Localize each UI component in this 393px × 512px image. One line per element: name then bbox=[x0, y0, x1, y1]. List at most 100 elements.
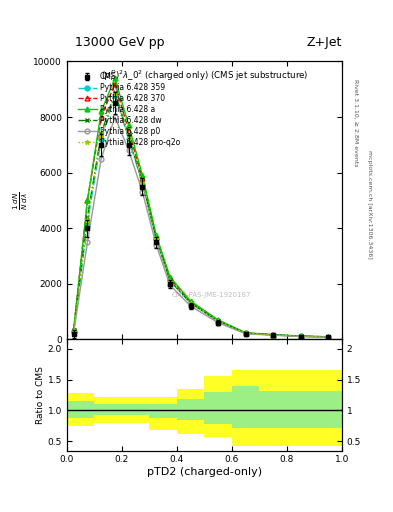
Pythia 6.428 a bbox=[154, 232, 159, 238]
Pythia 6.428 pro-q2o bbox=[271, 332, 275, 338]
Line: Pythia 6.428 dw: Pythia 6.428 dw bbox=[71, 90, 331, 339]
Pythia 6.428 359 bbox=[99, 136, 104, 142]
Pythia 6.428 pro-q2o bbox=[326, 334, 331, 340]
Pythia 6.428 p0 bbox=[298, 333, 303, 339]
Pythia 6.428 pro-q2o bbox=[154, 236, 159, 242]
Pythia 6.428 370 bbox=[243, 330, 248, 336]
Pythia 6.428 p0 bbox=[168, 282, 173, 288]
Pythia 6.428 p0 bbox=[243, 331, 248, 337]
Pythia 6.428 p0 bbox=[72, 329, 76, 335]
Pythia 6.428 dw bbox=[188, 300, 193, 306]
Pythia 6.428 p0 bbox=[326, 334, 331, 340]
Pythia 6.428 370 bbox=[140, 175, 145, 181]
Pythia 6.428 359 bbox=[271, 332, 275, 338]
Pythia 6.428 pro-q2o bbox=[168, 278, 173, 284]
Pythia 6.428 a bbox=[127, 122, 131, 129]
Pythia 6.428 p0 bbox=[271, 332, 275, 338]
Pythia 6.428 370 bbox=[85, 197, 90, 203]
Text: Z+Jet: Z+Jet bbox=[307, 36, 342, 49]
Pythia 6.428 dw bbox=[326, 334, 331, 340]
Pythia 6.428 370 bbox=[72, 327, 76, 333]
Pythia 6.428 dw bbox=[271, 332, 275, 338]
Pythia 6.428 a bbox=[216, 317, 220, 323]
Pythia 6.428 dw bbox=[127, 134, 131, 140]
Pythia 6.428 p0 bbox=[154, 242, 159, 248]
Pythia 6.428 359 bbox=[85, 220, 90, 226]
Pythia 6.428 dw bbox=[140, 179, 145, 185]
Text: Rivet 3.1.10, ≥ 2.8M events: Rivet 3.1.10, ≥ 2.8M events bbox=[353, 79, 358, 166]
Pythia 6.428 a bbox=[243, 330, 248, 336]
X-axis label: pTD2 (charged-only): pTD2 (charged-only) bbox=[147, 467, 262, 477]
Pythia 6.428 370 bbox=[271, 332, 275, 338]
Pythia 6.428 p0 bbox=[127, 147, 131, 154]
Pythia 6.428 dw bbox=[216, 318, 220, 324]
Pythia 6.428 dw bbox=[99, 131, 104, 137]
Pythia 6.428 370 bbox=[154, 233, 159, 240]
Pythia 6.428 a bbox=[99, 109, 104, 115]
Pythia 6.428 359 bbox=[298, 333, 303, 339]
Pythia 6.428 359 bbox=[113, 92, 118, 98]
Pythia 6.428 370 bbox=[127, 128, 131, 134]
Pythia 6.428 359 bbox=[188, 300, 193, 306]
Pythia 6.428 pro-q2o bbox=[216, 318, 220, 324]
Text: mcplots.cern.ch [arXiv:1306.3436]: mcplots.cern.ch [arXiv:1306.3436] bbox=[367, 151, 372, 259]
Pythia 6.428 a bbox=[85, 197, 90, 203]
Line: Pythia 6.428 p0: Pythia 6.428 p0 bbox=[71, 115, 331, 339]
Pythia 6.428 359 bbox=[154, 236, 159, 242]
Pythia 6.428 a bbox=[168, 274, 173, 280]
Pythia 6.428 359 bbox=[168, 278, 173, 284]
Pythia 6.428 pro-q2o bbox=[298, 333, 303, 339]
Pythia 6.428 pro-q2o bbox=[99, 134, 104, 140]
Line: Pythia 6.428 359: Pythia 6.428 359 bbox=[71, 92, 331, 339]
Pythia 6.428 pro-q2o bbox=[243, 330, 248, 336]
Pythia 6.428 dw bbox=[85, 214, 90, 220]
Pythia 6.428 370 bbox=[326, 334, 331, 340]
Pythia 6.428 pro-q2o bbox=[127, 135, 131, 141]
Pythia 6.428 p0 bbox=[85, 239, 90, 245]
Pythia 6.428 pro-q2o bbox=[188, 300, 193, 306]
Pythia 6.428 p0 bbox=[99, 156, 104, 162]
Pythia 6.428 dw bbox=[298, 333, 303, 339]
Pythia 6.428 359 bbox=[72, 328, 76, 334]
Pythia 6.428 a bbox=[140, 173, 145, 179]
Pythia 6.428 dw bbox=[154, 236, 159, 242]
Line: Pythia 6.428 pro-q2o: Pythia 6.428 pro-q2o bbox=[71, 91, 331, 339]
Text: 13000 GeV pp: 13000 GeV pp bbox=[75, 36, 164, 49]
Pythia 6.428 p0 bbox=[140, 189, 145, 195]
Y-axis label: Ratio to CMS: Ratio to CMS bbox=[36, 366, 45, 424]
Pythia 6.428 370 bbox=[113, 80, 118, 87]
Pythia 6.428 p0 bbox=[216, 319, 220, 326]
Line: Pythia 6.428 370: Pythia 6.428 370 bbox=[71, 81, 331, 339]
Pythia 6.428 370 bbox=[216, 317, 220, 324]
Pythia 6.428 pro-q2o bbox=[85, 217, 90, 223]
Pythia 6.428 359 bbox=[243, 330, 248, 336]
Pythia 6.428 p0 bbox=[188, 303, 193, 309]
Pythia 6.428 370 bbox=[188, 299, 193, 305]
Pythia 6.428 359 bbox=[127, 136, 131, 142]
Pythia 6.428 359 bbox=[216, 318, 220, 325]
Text: CMS-PAS-JME-1920187: CMS-PAS-JME-1920187 bbox=[171, 292, 251, 297]
Line: Pythia 6.428 a: Pythia 6.428 a bbox=[71, 76, 331, 339]
Pythia 6.428 370 bbox=[298, 333, 303, 339]
Pythia 6.428 a bbox=[188, 298, 193, 304]
Text: $(p_T^D)^2\lambda\_0^2$ (charged only) (CMS jet substructure): $(p_T^D)^2\lambda\_0^2$ (charged only) (… bbox=[101, 69, 308, 83]
Legend: CMS, Pythia 6.428 359, Pythia 6.428 370, Pythia 6.428 a, Pythia 6.428 dw, Pythia: CMS, Pythia 6.428 359, Pythia 6.428 370,… bbox=[76, 71, 182, 148]
Pythia 6.428 pro-q2o bbox=[140, 180, 145, 186]
Pythia 6.428 a bbox=[298, 333, 303, 339]
Pythia 6.428 370 bbox=[99, 114, 104, 120]
Pythia 6.428 dw bbox=[168, 278, 173, 284]
Pythia 6.428 p0 bbox=[113, 114, 118, 120]
Pythia 6.428 pro-q2o bbox=[113, 90, 118, 96]
Pythia 6.428 359 bbox=[326, 334, 331, 340]
Pythia 6.428 370 bbox=[168, 275, 173, 281]
Pythia 6.428 a bbox=[72, 327, 76, 333]
Pythia 6.428 a bbox=[113, 75, 118, 81]
Pythia 6.428 dw bbox=[72, 327, 76, 333]
Pythia 6.428 dw bbox=[243, 330, 248, 336]
Pythia 6.428 pro-q2o bbox=[72, 328, 76, 334]
Pythia 6.428 dw bbox=[113, 89, 118, 95]
Y-axis label: $\frac{1}{N}\frac{dN}{d\lambda}$: $\frac{1}{N}\frac{dN}{d\lambda}$ bbox=[12, 191, 30, 210]
Pythia 6.428 a bbox=[271, 332, 275, 338]
Pythia 6.428 a bbox=[326, 334, 331, 340]
Pythia 6.428 359 bbox=[140, 181, 145, 187]
